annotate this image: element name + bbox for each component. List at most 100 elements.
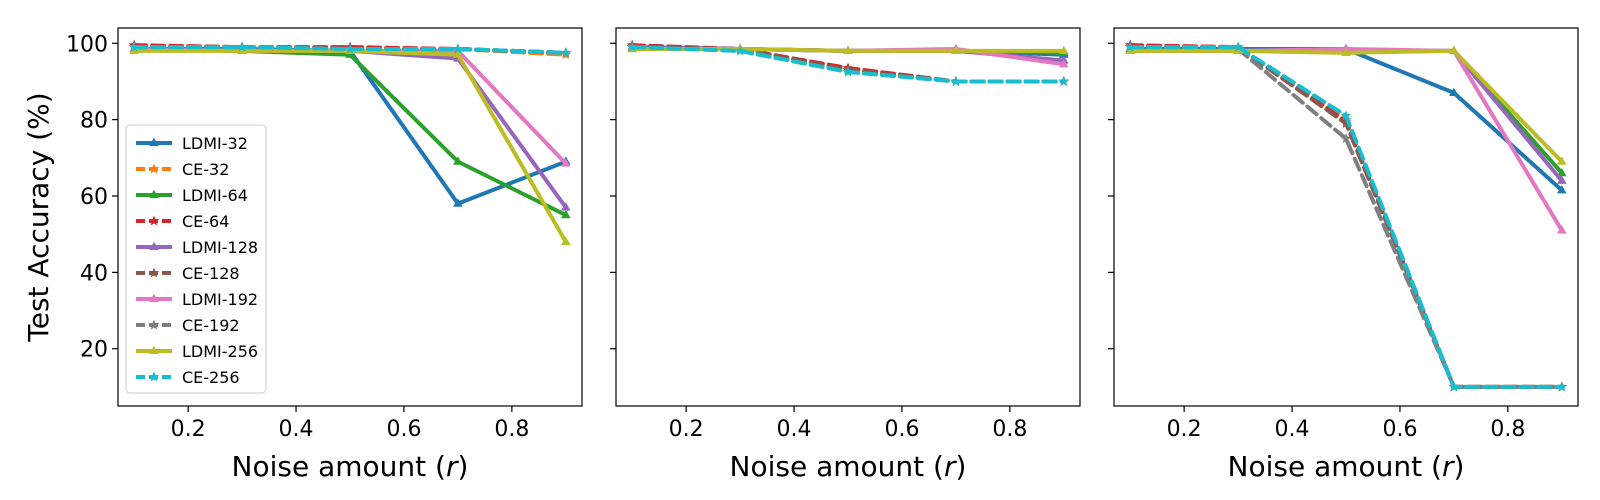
data-point (453, 156, 463, 165)
x-axis-label-variable: r (944, 450, 957, 483)
series-ce-256 (128, 41, 572, 58)
plot-frame (615, 27, 1081, 407)
series-ce-256 (626, 41, 1070, 86)
x-tick-label: 0.4 (1275, 417, 1310, 442)
x-axis-label-variable: r (446, 450, 459, 483)
data-point (1232, 41, 1244, 52)
data-point (561, 202, 571, 211)
x-tick-label: 0.2 (1167, 417, 1202, 442)
data-point (1058, 75, 1070, 86)
x-tick-label: 0.8 (494, 417, 529, 442)
legend-item: LDMI-64 (136, 186, 248, 205)
data-point (1557, 175, 1567, 184)
legend-marker (149, 241, 159, 251)
y-tick-label: 40 (80, 261, 108, 286)
legend-item: CE-192 (136, 316, 240, 335)
data-point (237, 45, 247, 55)
data-point (734, 45, 746, 56)
data-point (128, 41, 140, 52)
series-ldmi-256 (1125, 45, 1567, 165)
x-tick-label: 0.6 (1382, 417, 1417, 442)
legend-label: CE-256 (182, 368, 240, 387)
legend-item: CE-32 (136, 160, 229, 179)
plot-frame (117, 27, 583, 407)
plot-frame (1113, 27, 1579, 407)
legend-label: CE-64 (182, 212, 229, 231)
legend-item: CE-128 (136, 264, 240, 283)
data-point (1448, 381, 1460, 392)
legend-marker (148, 215, 160, 226)
x-axis-label-variable: r (1442, 450, 1455, 483)
data-point (950, 75, 962, 86)
legend-box (125, 124, 267, 394)
data-point (1556, 381, 1568, 392)
series-ce-32 (1124, 41, 1568, 392)
legend-label: CE-192 (182, 316, 240, 335)
legend-label: LDMI-64 (182, 186, 248, 205)
data-point (452, 43, 464, 54)
data-point (1557, 185, 1567, 194)
data-point (1059, 45, 1069, 55)
legend-label: LDMI-192 (182, 290, 258, 309)
data-point (561, 158, 571, 167)
legend-marker (149, 189, 159, 199)
data-point (1557, 167, 1567, 177)
x-axis-label-text: Noise amount ( (232, 450, 446, 483)
legend: LDMI-32 CE-32 LDMI-64 CE-64 LDMI-128 CE-128 LD… (125, 124, 267, 394)
series-line (1128, 48, 1564, 164)
data-point (236, 41, 248, 52)
x-axis-label: Noise amount (r) (232, 450, 469, 483)
data-point (951, 45, 961, 55)
y-tick-label: 20 (80, 338, 108, 363)
data-point (1340, 110, 1352, 121)
legend-item: CE-256 (136, 368, 240, 387)
legend-marker (149, 137, 159, 147)
data-point (1557, 225, 1567, 234)
x-axis-label-text: ) (458, 450, 469, 483)
data-point (561, 209, 571, 219)
series-ce-192 (1124, 41, 1568, 392)
data-point (626, 41, 638, 52)
legend-label: LDMI-32 (182, 134, 248, 153)
legend-marker (148, 267, 160, 278)
y-tick-label: 100 (66, 32, 108, 57)
x-axis-label-text: ) (956, 450, 967, 483)
series-ce-64 (1124, 39, 1568, 392)
data-point (1124, 41, 1136, 52)
data-point (1340, 133, 1352, 144)
y-tick-label: 60 (80, 185, 108, 210)
x-axis-label: Noise amount (r) (730, 450, 967, 483)
x-tick-label: 0.2 (669, 417, 704, 442)
x-tick-label: 0.2 (171, 417, 206, 442)
legend-label: LDMI-128 (182, 238, 258, 257)
y-tick-label: 80 (80, 109, 108, 134)
data-point (560, 47, 572, 58)
data-point (843, 45, 853, 55)
legend-marker (149, 345, 159, 355)
legend-label: CE-128 (182, 264, 240, 283)
legend-marker (149, 293, 159, 303)
data-point (1233, 45, 1243, 55)
legend-label: LDMI-256 (182, 342, 258, 361)
x-axis-label-text: Noise amount ( (730, 450, 944, 483)
legend-item: CE-64 (136, 212, 229, 231)
legend-marker (148, 319, 160, 330)
x-tick-label: 0.8 (992, 417, 1027, 442)
x-axis-label: Noise amount (r) (1228, 450, 1465, 483)
series-ldmi-64 (1125, 43, 1567, 177)
series-ce-128 (1124, 41, 1568, 392)
data-point (344, 43, 356, 54)
y-axis-label: Test Accuracy (%) (22, 92, 55, 342)
x-tick-label: 0.4 (279, 417, 314, 442)
legend-label: CE-32 (182, 160, 229, 179)
x-axis-label-text: Noise amount ( (1228, 450, 1442, 483)
x-tick-label: 0.6 (386, 417, 421, 442)
panel-2: 0.2 0.4 0.6 0.8 Noise amount (r) (610, 27, 1081, 483)
legend-marker (148, 163, 160, 174)
data-point (1449, 87, 1459, 97)
x-tick-label: 0.6 (884, 417, 919, 442)
data-point (1449, 45, 1459, 55)
data-point (1125, 45, 1135, 55)
data-point (1341, 47, 1351, 56)
